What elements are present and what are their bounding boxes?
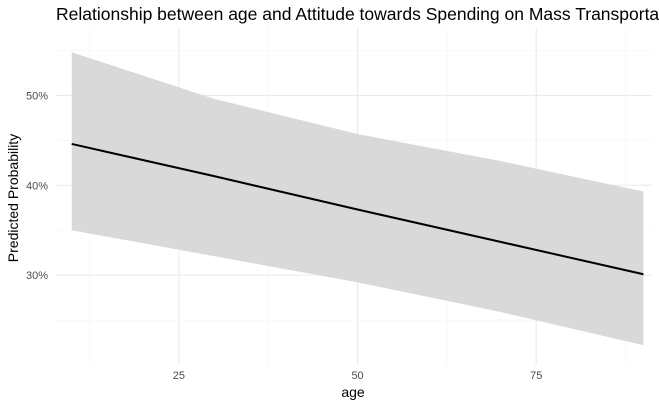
- confidence-band: [71, 52, 644, 346]
- x-axis-title: age: [341, 384, 365, 400]
- x-tick-label: 50: [351, 370, 363, 382]
- y-axis-title: Predicted Probability: [5, 134, 21, 262]
- confidence-band-layer: [71, 52, 644, 346]
- chart-title: Relationship between age and Attitude to…: [56, 4, 659, 24]
- x-tick-label: 25: [173, 370, 185, 382]
- fit-line-layer: [71, 142, 644, 276]
- y-tick-label: 30%: [26, 270, 48, 282]
- x-tick-label: 75: [530, 370, 542, 382]
- y-tick-label: 40%: [26, 180, 48, 192]
- y-tick-label: 50%: [26, 90, 48, 102]
- tick-labels: 25 50 75 30% 40% 50%: [26, 90, 542, 382]
- predicted-probability-line: [71, 142, 644, 276]
